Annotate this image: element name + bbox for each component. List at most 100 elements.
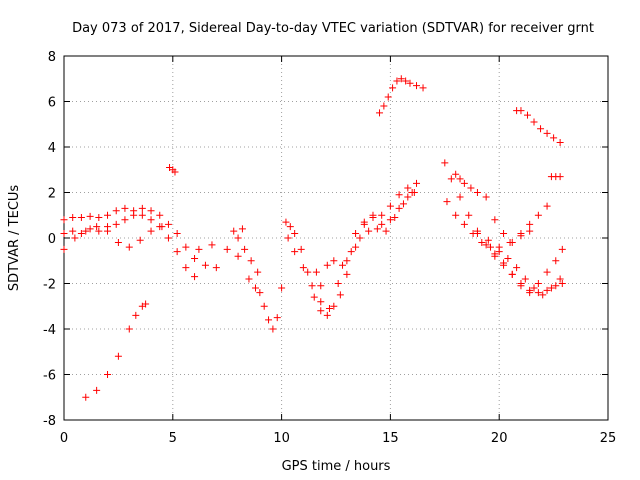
data-point (406, 79, 414, 87)
data-point (495, 243, 503, 251)
data-point (452, 211, 460, 219)
data-point (389, 84, 397, 92)
data-point (413, 179, 421, 187)
data-point (95, 214, 103, 222)
data-point (460, 179, 468, 187)
data-point (404, 184, 412, 192)
data-point (534, 211, 542, 219)
data-point (504, 254, 512, 262)
data-point (104, 371, 112, 378)
data-point (330, 257, 338, 265)
y-tick-label: -2 (43, 278, 56, 293)
data-point (521, 275, 529, 283)
data-point (104, 227, 112, 235)
series-isolated-5h (166, 163, 179, 176)
data-point (408, 189, 416, 196)
data-point (69, 227, 77, 235)
data-point (373, 225, 381, 233)
x-tick-label: 0 (60, 431, 68, 446)
data-point (238, 225, 246, 233)
data-point (482, 241, 490, 249)
series-steep-rise-early (82, 300, 150, 401)
data-point (304, 268, 312, 276)
data-point (147, 216, 155, 224)
data-point (343, 257, 351, 265)
data-point (147, 207, 155, 215)
data-point (291, 229, 299, 237)
data-point (112, 207, 120, 215)
data-point (241, 245, 249, 253)
data-point (543, 129, 551, 137)
data-point (171, 168, 179, 176)
data-point (164, 234, 172, 242)
data-point (234, 234, 242, 242)
data-point (82, 227, 90, 235)
series-descending-band-8h (230, 227, 262, 276)
data-point (282, 218, 290, 226)
data-point (482, 193, 490, 201)
data-point (69, 214, 77, 222)
data-point (460, 220, 468, 228)
data-point (523, 111, 531, 119)
data-point (173, 248, 181, 256)
axis-ticks (63, 55, 609, 421)
data-point (77, 214, 85, 222)
x-tick-label: 10 (273, 431, 290, 446)
data-point (71, 234, 79, 242)
data-point (195, 245, 203, 253)
data-point (397, 75, 405, 83)
data-point (441, 159, 449, 167)
data-point (284, 234, 292, 242)
data-point (121, 204, 129, 212)
y-tick-label: -6 (43, 369, 56, 384)
y-tick-label: 8 (48, 50, 56, 65)
data-point (469, 229, 477, 237)
x-tick-label: 15 (382, 431, 399, 446)
data-point (269, 325, 277, 333)
data-point (245, 275, 253, 283)
data-point (125, 243, 133, 251)
data-point (212, 264, 220, 272)
series-afternoon-dip-b (284, 189, 418, 313)
data-point (517, 107, 525, 115)
y-tick-label: -4 (43, 323, 56, 338)
data-point (456, 193, 464, 201)
data-point (230, 227, 238, 235)
data-point (317, 282, 325, 290)
data-point (547, 284, 555, 292)
x-tick-labels: 0 5 10 15 20 25 (60, 431, 616, 446)
data-point (556, 138, 564, 146)
data-point (86, 225, 94, 233)
data-point (336, 291, 344, 299)
data-point (325, 305, 333, 313)
data-point (378, 220, 386, 228)
data-point (537, 125, 545, 133)
data-point (352, 229, 360, 237)
data-point (223, 245, 231, 253)
data-point (254, 268, 262, 276)
data-point (182, 243, 190, 251)
data-point (251, 284, 259, 292)
data-point (104, 211, 112, 219)
data-point (323, 311, 331, 319)
data-point (517, 232, 525, 240)
data-point (208, 241, 216, 249)
data-point (173, 229, 181, 237)
data-point (399, 200, 407, 208)
data-point (465, 211, 473, 219)
data-point (310, 293, 318, 301)
y-tick-label: 0 (48, 232, 56, 247)
y-tick-label: 4 (48, 141, 56, 156)
data-point (513, 264, 521, 272)
series-afternoon-dip-c (312, 189, 416, 290)
series-afternoon-dip-a (282, 179, 421, 319)
data-point (308, 282, 316, 290)
data-point (530, 118, 538, 126)
data-point (384, 93, 392, 101)
data-point (369, 211, 377, 219)
data-point (543, 286, 551, 294)
data-point (158, 223, 166, 231)
data-point (526, 227, 534, 235)
data-point (360, 218, 368, 226)
